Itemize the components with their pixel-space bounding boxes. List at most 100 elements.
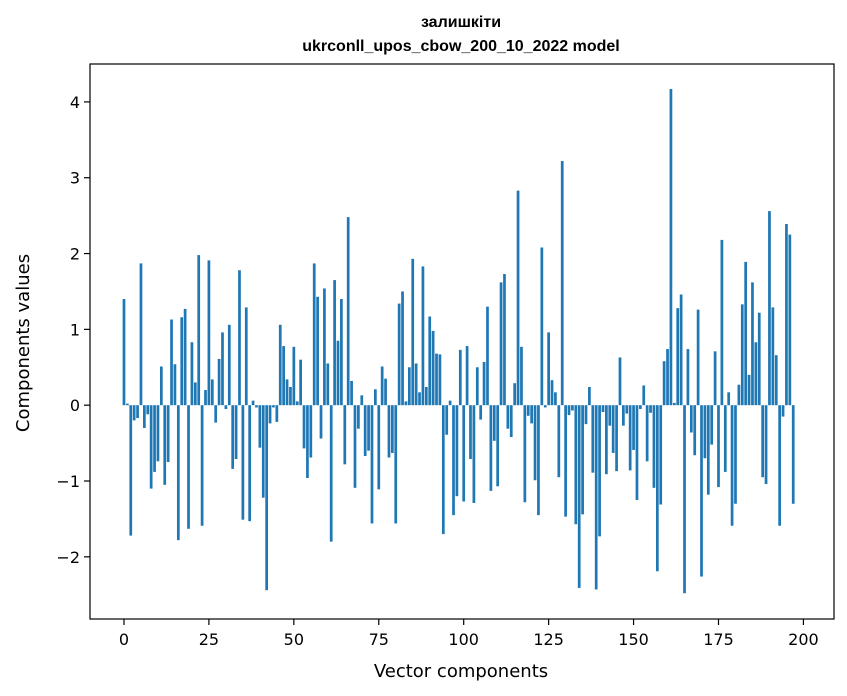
bar-45	[275, 405, 279, 422]
bar-154	[645, 405, 649, 462]
bar-103	[472, 405, 476, 503]
bar-189	[764, 405, 768, 485]
bar-50	[292, 346, 296, 406]
bar-71	[363, 405, 367, 456]
bar-16	[176, 405, 180, 541]
bar-63	[336, 340, 340, 406]
bar-46	[278, 324, 282, 406]
y-tick-label: −2	[56, 548, 80, 567]
bar-167	[689, 405, 693, 433]
bar-59	[323, 288, 326, 406]
bar-125	[547, 332, 550, 406]
bar-2	[129, 405, 133, 536]
bar-58	[319, 405, 323, 439]
bar-177	[723, 405, 727, 472]
x-tick-label: 150	[618, 630, 649, 649]
plot-frame	[89, 63, 835, 620]
bar-135	[581, 405, 584, 515]
bar-33	[234, 405, 238, 460]
bar-127	[554, 392, 557, 406]
bar-3	[132, 405, 136, 421]
bar-101	[465, 346, 469, 406]
bar-51	[295, 401, 299, 406]
bar-186	[754, 342, 758, 406]
bar-48	[285, 379, 289, 406]
bar-191	[771, 307, 775, 406]
bar-26	[210, 379, 214, 406]
bar-47	[282, 346, 286, 406]
bar-17	[180, 317, 184, 406]
bar-121	[533, 405, 537, 481]
bar-49	[289, 386, 292, 406]
bar-30	[224, 405, 228, 409]
bar-91	[431, 330, 435, 406]
bar-144	[611, 405, 615, 453]
bar-126	[550, 380, 554, 406]
bar-164	[679, 294, 683, 406]
bar-57	[316, 296, 319, 406]
bar-87	[418, 392, 421, 406]
x-tick-label: 100	[448, 630, 479, 649]
bar-13	[166, 405, 170, 463]
bar-77	[384, 378, 387, 406]
bar-15	[173, 364, 177, 406]
bar-78	[387, 405, 391, 458]
bar-65	[343, 405, 347, 465]
bar-37	[248, 405, 252, 522]
bar-159	[662, 361, 666, 406]
bar-9	[153, 405, 156, 472]
bar-66	[346, 217, 350, 406]
x-tick-label: 175	[703, 630, 734, 649]
bar-12	[163, 405, 167, 485]
bar-18	[183, 308, 187, 406]
x-tick-label: 50	[284, 630, 304, 649]
bar-156	[652, 405, 656, 488]
bar-56	[312, 263, 316, 406]
y-axis-label: Components values	[13, 254, 34, 432]
bar-142	[605, 405, 608, 475]
x-tick-label: 75	[369, 630, 389, 649]
bar-83	[404, 401, 408, 406]
bar-64	[340, 299, 343, 406]
bar-130	[564, 405, 567, 517]
bar-105	[479, 405, 483, 420]
bar-165	[683, 405, 686, 594]
bar-108	[489, 405, 493, 491]
bar-148	[625, 405, 629, 414]
bar-97	[452, 405, 455, 516]
bar-0	[122, 299, 126, 406]
bar-163	[676, 308, 680, 406]
bar-162	[672, 402, 676, 406]
bar-38	[251, 400, 255, 406]
bar-11	[159, 366, 163, 406]
bar-145	[615, 405, 618, 472]
bar-170	[700, 405, 703, 577]
bar-90	[428, 316, 432, 406]
bar-42	[265, 405, 269, 591]
chart-title: залишкіти	[421, 14, 501, 31]
bar-168	[693, 405, 697, 456]
bar-173	[710, 405, 714, 445]
bar-190	[768, 211, 771, 406]
bar-160	[666, 349, 669, 406]
bar-25	[207, 260, 211, 406]
bar-102	[469, 405, 472, 460]
bar-54	[306, 405, 309, 478]
bar-73	[370, 405, 374, 524]
bar-184	[747, 374, 751, 406]
bar-185	[751, 282, 754, 406]
bar-118	[523, 405, 527, 503]
bar-180	[734, 405, 737, 504]
bar-93	[438, 354, 442, 406]
bar-70	[360, 395, 364, 406]
x-axis-ticks: 0 25 50 75 100 125 150 175 200	[119, 619, 819, 649]
bar-76	[380, 366, 384, 406]
bar-182	[740, 304, 744, 406]
bar-80	[394, 405, 398, 524]
bar-19	[187, 405, 190, 529]
bar-139	[594, 405, 598, 590]
bar-150	[632, 405, 635, 450]
bar-55	[309, 405, 313, 458]
chart-subtitle: ukrconll_upos_cbow_200_10_2022 model	[302, 38, 619, 55]
bar-158	[659, 405, 663, 505]
